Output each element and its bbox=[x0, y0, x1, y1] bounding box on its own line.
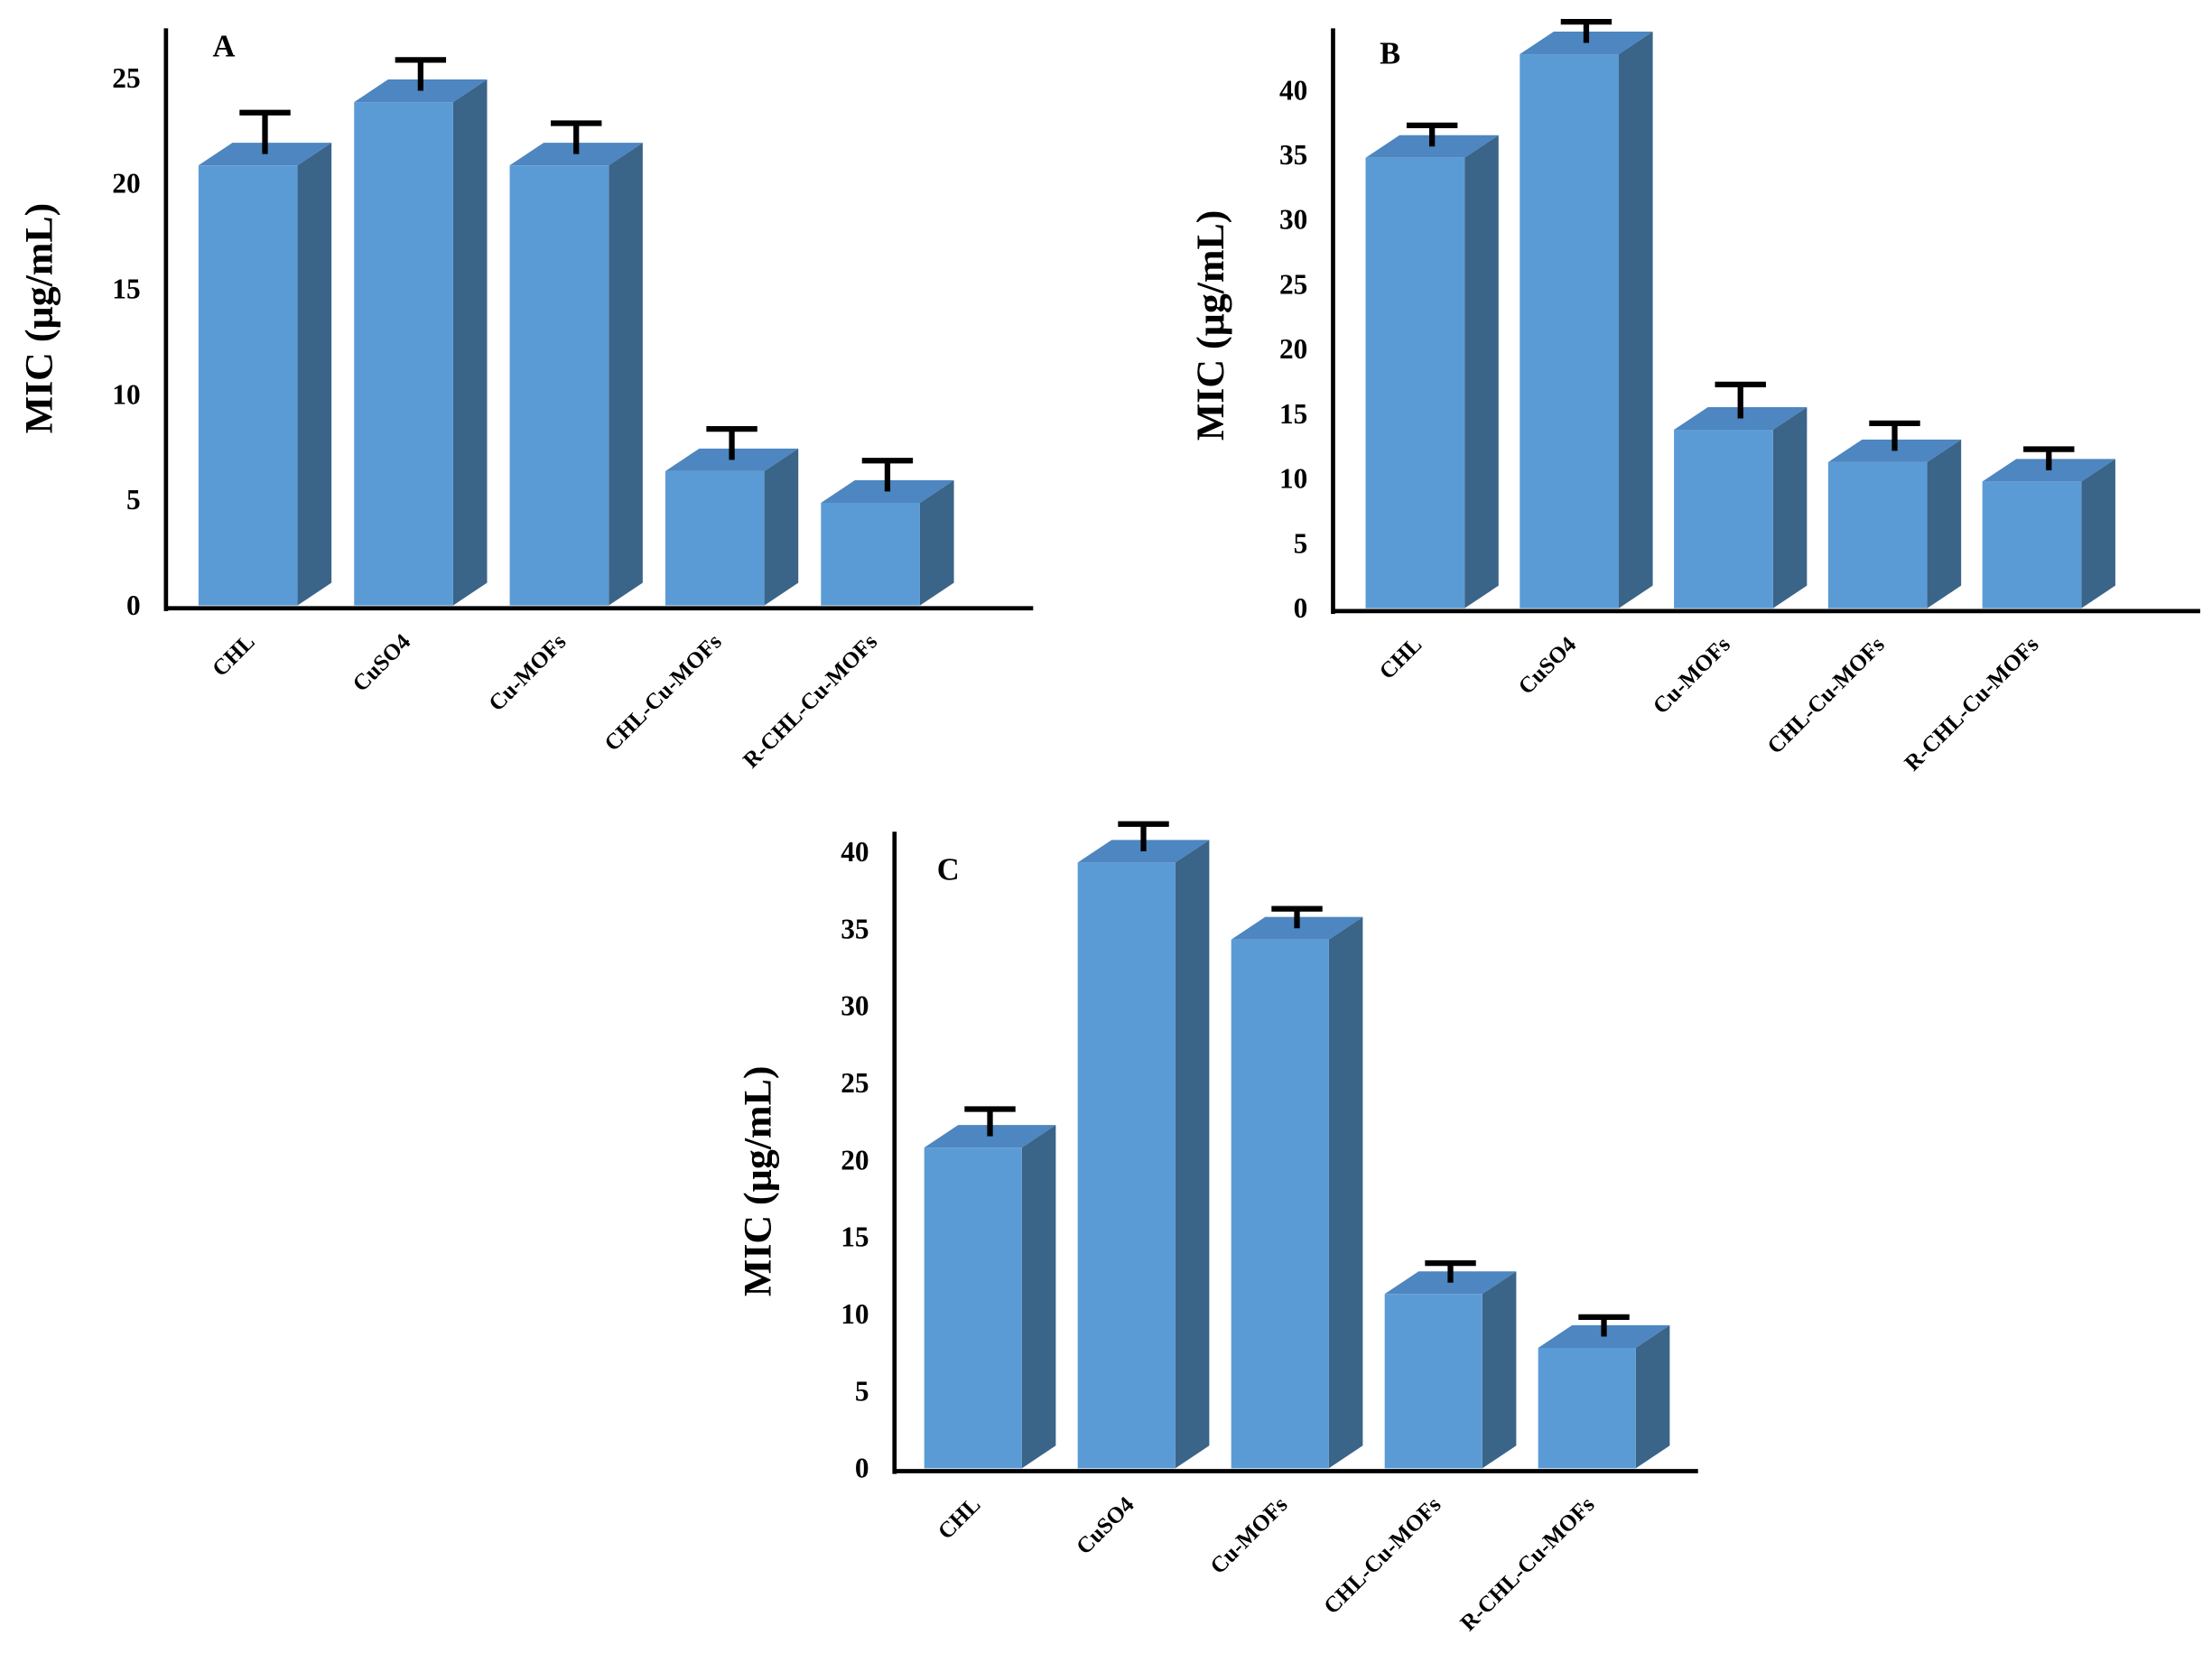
panel-label: B bbox=[1380, 37, 1400, 71]
bar bbox=[1384, 1294, 1482, 1469]
y-tick-label: 35 bbox=[841, 913, 869, 944]
bar-top bbox=[354, 79, 488, 103]
x-tick-label: CuSO4 bbox=[349, 629, 416, 697]
bar-side bbox=[1464, 135, 1499, 608]
panel-label: C bbox=[937, 853, 960, 887]
x-tick-label: R-CHL-Cu-MOFs bbox=[739, 629, 882, 773]
y-tick-label: 30 bbox=[841, 990, 869, 1022]
bar bbox=[1982, 481, 2082, 608]
bar bbox=[1538, 1347, 1636, 1469]
y-tick-label: 20 bbox=[1279, 333, 1307, 365]
x-tick-label: CuSO4 bbox=[1072, 1492, 1139, 1560]
bar bbox=[665, 470, 765, 606]
x-tick-label: CHL-Cu-MOFs bbox=[600, 629, 727, 756]
x-tick-label: Cu-MOFs bbox=[1649, 632, 1735, 719]
y-tick-label: 40 bbox=[1279, 74, 1307, 106]
y-axis-label: MIC (µg/mL) bbox=[1189, 210, 1232, 441]
bar-side bbox=[764, 448, 799, 606]
x-tick-label: CuSO4 bbox=[1514, 632, 1582, 700]
y-tick-label: 0 bbox=[855, 1453, 869, 1484]
bar bbox=[354, 102, 453, 606]
y-tick-label: 15 bbox=[1279, 398, 1307, 430]
bar-side bbox=[1618, 31, 1653, 608]
bar bbox=[1365, 157, 1465, 608]
bar bbox=[509, 165, 609, 606]
bar-top bbox=[1520, 31, 1653, 55]
y-tick-label: 15 bbox=[841, 1221, 869, 1253]
y-tick-label: 20 bbox=[112, 168, 140, 200]
bar-side bbox=[919, 479, 954, 606]
bar-side bbox=[1482, 1271, 1517, 1469]
bar-side bbox=[452, 79, 488, 606]
y-tick-label: 0 bbox=[1294, 592, 1308, 624]
bar-side bbox=[609, 143, 643, 606]
bar bbox=[821, 502, 920, 606]
y-tick-label: 20 bbox=[841, 1144, 869, 1175]
x-tick-label: R-CHL-Cu-MOFs bbox=[1456, 1492, 1600, 1636]
x-tick-label: CHL bbox=[934, 1492, 985, 1544]
y-axis-label: MIC (µg/mL) bbox=[18, 203, 61, 433]
bar bbox=[1827, 461, 1928, 608]
bar bbox=[1077, 862, 1176, 1469]
y-tick-label: 35 bbox=[1279, 139, 1307, 171]
bar bbox=[198, 165, 298, 606]
bar-side bbox=[2081, 459, 2115, 608]
y-tick-label: 10 bbox=[1279, 463, 1307, 495]
y-tick-label: 10 bbox=[841, 1298, 869, 1330]
bar-top bbox=[1827, 439, 1962, 462]
bar bbox=[1520, 54, 1619, 608]
y-tick-label: 30 bbox=[1279, 204, 1307, 236]
bar-side bbox=[1328, 916, 1363, 1469]
x-tick-label: CHL bbox=[208, 629, 259, 681]
y-tick-label: 25 bbox=[841, 1067, 869, 1099]
x-tick-label: CHL bbox=[1375, 633, 1427, 684]
bar bbox=[924, 1147, 1022, 1469]
y-tick-label: 0 bbox=[126, 590, 141, 621]
bar-side bbox=[1772, 406, 1808, 608]
x-tick-label: CHL-Cu-MOFs bbox=[1319, 1492, 1445, 1619]
y-tick-label: 25 bbox=[112, 62, 140, 94]
bar-side bbox=[297, 143, 332, 606]
x-tick-label: R-CHL-Cu-MOFs bbox=[1901, 632, 2044, 776]
bar bbox=[1231, 939, 1329, 1469]
bar-top bbox=[821, 479, 954, 503]
y-tick-label: 5 bbox=[1294, 527, 1308, 559]
y-tick-label: 10 bbox=[112, 378, 140, 410]
x-tick-label: Cu-MOFs bbox=[1206, 1492, 1293, 1579]
bar-side bbox=[1021, 1125, 1056, 1469]
x-tick-label: Cu-MOFs bbox=[485, 629, 572, 716]
bar-side bbox=[1635, 1324, 1670, 1469]
y-tick-label: 40 bbox=[841, 836, 869, 868]
bar-side bbox=[1175, 840, 1210, 1469]
x-tick-label: CHL-Cu-MOFs bbox=[1763, 632, 1890, 758]
y-tick-label: 5 bbox=[126, 484, 141, 516]
y-tick-label: 25 bbox=[1279, 268, 1307, 300]
bar-side bbox=[1927, 439, 1962, 608]
y-axis-label: MIC (µg/mL) bbox=[737, 1066, 780, 1297]
y-tick-label: 15 bbox=[112, 274, 140, 305]
bar bbox=[1674, 430, 1773, 608]
panel-label: A bbox=[213, 30, 236, 64]
y-tick-label: 5 bbox=[855, 1375, 869, 1407]
